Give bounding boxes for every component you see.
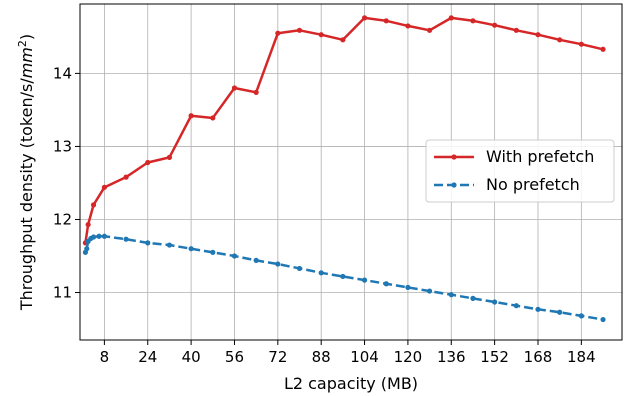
data-point [145, 159, 151, 166]
data-point [426, 27, 433, 33]
data-point [123, 236, 129, 242]
data-point [101, 184, 107, 190]
data-point [361, 277, 368, 283]
x-axis-label: L2 capacity (MB) [284, 374, 418, 393]
plot-frame [79, 3, 623, 341]
data-point [383, 281, 389, 287]
legend-box [425, 139, 615, 203]
series-no-prefetch [82, 233, 606, 323]
data-point [513, 27, 519, 33]
x-tick-label: 152 [480, 348, 509, 366]
y-tick-label: 13 [53, 137, 72, 155]
data-point [85, 221, 91, 228]
x-tick-label: 40 [182, 348, 201, 366]
x-tick-label: 168 [524, 348, 553, 366]
data-point [535, 32, 541, 38]
data-point [492, 22, 498, 28]
data-point [448, 15, 454, 21]
x-tick-label: 8 [100, 348, 110, 366]
data-point [492, 299, 498, 305]
data-point [188, 113, 194, 119]
legend-marker [451, 182, 457, 188]
legend-label: No prefetch [486, 175, 580, 194]
data-point [90, 202, 97, 208]
data-point [166, 154, 173, 160]
x-tick-label: 120 [394, 348, 423, 366]
series-line [84, 16, 604, 244]
data-point [340, 273, 346, 280]
data-point [231, 85, 238, 91]
legend-label: With prefetch [486, 147, 594, 166]
series-line [84, 235, 604, 321]
y-axis-label-exponent: 2 [16, 40, 29, 47]
data-point [84, 246, 90, 252]
data-point [470, 295, 476, 301]
data-point [426, 288, 433, 294]
data-point [210, 249, 216, 255]
data-point [600, 46, 606, 52]
series-with-prefetch [82, 15, 606, 246]
data-point [405, 284, 411, 291]
data-point [90, 234, 97, 240]
data-point [470, 18, 476, 24]
data-point [210, 115, 216, 121]
data-point [275, 261, 281, 267]
data-point [513, 303, 519, 309]
data-point [166, 242, 173, 248]
y-axis-label-unit: mm [17, 47, 36, 78]
legend-item: No prefetch [434, 175, 580, 194]
data-point [535, 306, 541, 312]
data-point [383, 18, 389, 24]
data-point [123, 174, 129, 180]
x-tick-label: 184 [567, 348, 596, 366]
data-point [253, 257, 259, 263]
data-point [448, 292, 454, 298]
x-tick-label: 24 [138, 348, 157, 366]
y-axis-label-text: Throughput density (token/s/ [17, 78, 36, 311]
x-tick-label: 56 [225, 348, 244, 366]
data-point [557, 309, 563, 315]
y-tick-label: 12 [53, 210, 72, 228]
data-point [253, 89, 259, 95]
legend-marker [451, 154, 457, 160]
y-tick-label: 14 [53, 64, 72, 82]
grid [80, 4, 622, 340]
data-point [578, 313, 584, 319]
data-point [231, 253, 238, 259]
data-point [296, 27, 303, 33]
data-point [275, 30, 281, 36]
data-point [578, 41, 584, 47]
y-tick-label: 11 [53, 284, 72, 302]
legend: With prefetch No prefetch [425, 139, 615, 203]
y-axis-label: Throughput density (token/s/mm2) [16, 34, 36, 311]
x-tick-label: 88 [312, 348, 331, 366]
series-layer [82, 15, 606, 323]
data-point [318, 270, 324, 276]
data-point [101, 233, 107, 239]
x-tick-label: 104 [350, 348, 379, 366]
legend-item: With prefetch [434, 147, 594, 166]
data-point [557, 37, 563, 43]
data-point [188, 246, 194, 252]
data-point [361, 15, 368, 21]
data-point [96, 233, 102, 239]
data-point [145, 240, 151, 246]
y-axis-label-close: ) [17, 34, 36, 40]
data-point [340, 37, 346, 43]
data-point [296, 265, 303, 272]
x-tick-label: 136 [437, 348, 466, 366]
axis-ticks: 8 24 40 56 72 88 104 120 136 152 168 184 11 12 13 14 [53, 64, 596, 366]
x-tick-label: 72 [268, 348, 287, 366]
data-point [600, 316, 606, 323]
data-point [318, 32, 324, 38]
data-point [405, 23, 411, 29]
